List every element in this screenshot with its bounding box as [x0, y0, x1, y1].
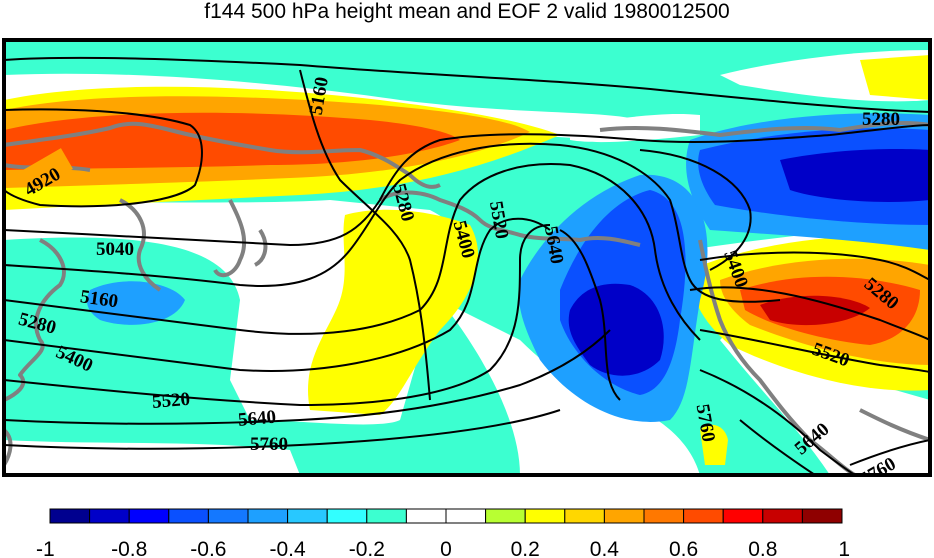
colorbar-swatch — [168, 508, 209, 524]
plot-title: f144 500 hPa height mean and EOF 2 valid… — [204, 0, 730, 23]
colorbar-tick-label: -1 — [36, 538, 55, 558]
map-panel: 4920 5160 5280 5400 5520 5640 5040 5160 … — [4, 40, 930, 475]
colorbar-swatch — [89, 508, 130, 524]
colorbar-tick-label: 1 — [838, 538, 850, 558]
colorbar-tick-label: -0.6 — [190, 538, 226, 558]
map-frame — [2, 38, 932, 477]
colorbar-tick-label: -0.8 — [111, 538, 147, 558]
colorbar-swatch — [722, 508, 764, 524]
colorbar-swatch — [564, 508, 605, 524]
negative-shading-max — [568, 149, 930, 376]
colorbar-swatch — [445, 508, 487, 524]
contour-label-5280-right-top: 5280 — [862, 109, 900, 130]
colorbar-swatch — [683, 508, 724, 524]
colorbar-tick-label: -0.4 — [270, 538, 307, 558]
colorbar-tick-label: 0 — [440, 538, 452, 558]
colorbar-swatch — [603, 508, 645, 524]
colorbar-swatch — [207, 508, 249, 524]
colorbar-tick-label: 0.6 — [669, 538, 698, 558]
contour-label-5040: 5040 — [96, 239, 134, 260]
positive-shading-max — [760, 295, 870, 326]
height-contours — [4, 56, 930, 475]
colorbar-swatch — [326, 508, 368, 524]
colorbar-swatch — [801, 508, 843, 524]
colorbar-swatch — [366, 508, 407, 524]
colorbar-swatch — [49, 508, 91, 524]
contour-label-5640-left: 5640 — [237, 407, 277, 431]
colorbar-swatch — [287, 508, 328, 524]
colorbar-swatch — [405, 508, 447, 524]
colorbar-tick-label: 0.8 — [748, 538, 777, 558]
colorbar-swatch — [643, 508, 685, 524]
colorbar-tick-label: 0.4 — [590, 538, 620, 558]
colorbar-swatch — [247, 508, 289, 524]
colorbar-swatch — [524, 508, 566, 524]
colorbar: -1 -0.8 -0.6 -0.4 -0.2 0 0.2 0.4 0.6 0.8 1 — [36, 508, 850, 558]
contour-label-5160-left: 5160 — [79, 286, 120, 312]
colorbar-tick-label: -0.2 — [349, 538, 385, 558]
contour-label-5760-left: 5760 — [250, 434, 288, 455]
colorbar-swatch — [128, 508, 170, 524]
contour-label-5520-left: 5520 — [151, 389, 191, 413]
colorbar-swatch — [762, 508, 803, 524]
colorbar-swatch — [485, 508, 526, 524]
colorbar-tick-label: 0.2 — [511, 538, 540, 558]
